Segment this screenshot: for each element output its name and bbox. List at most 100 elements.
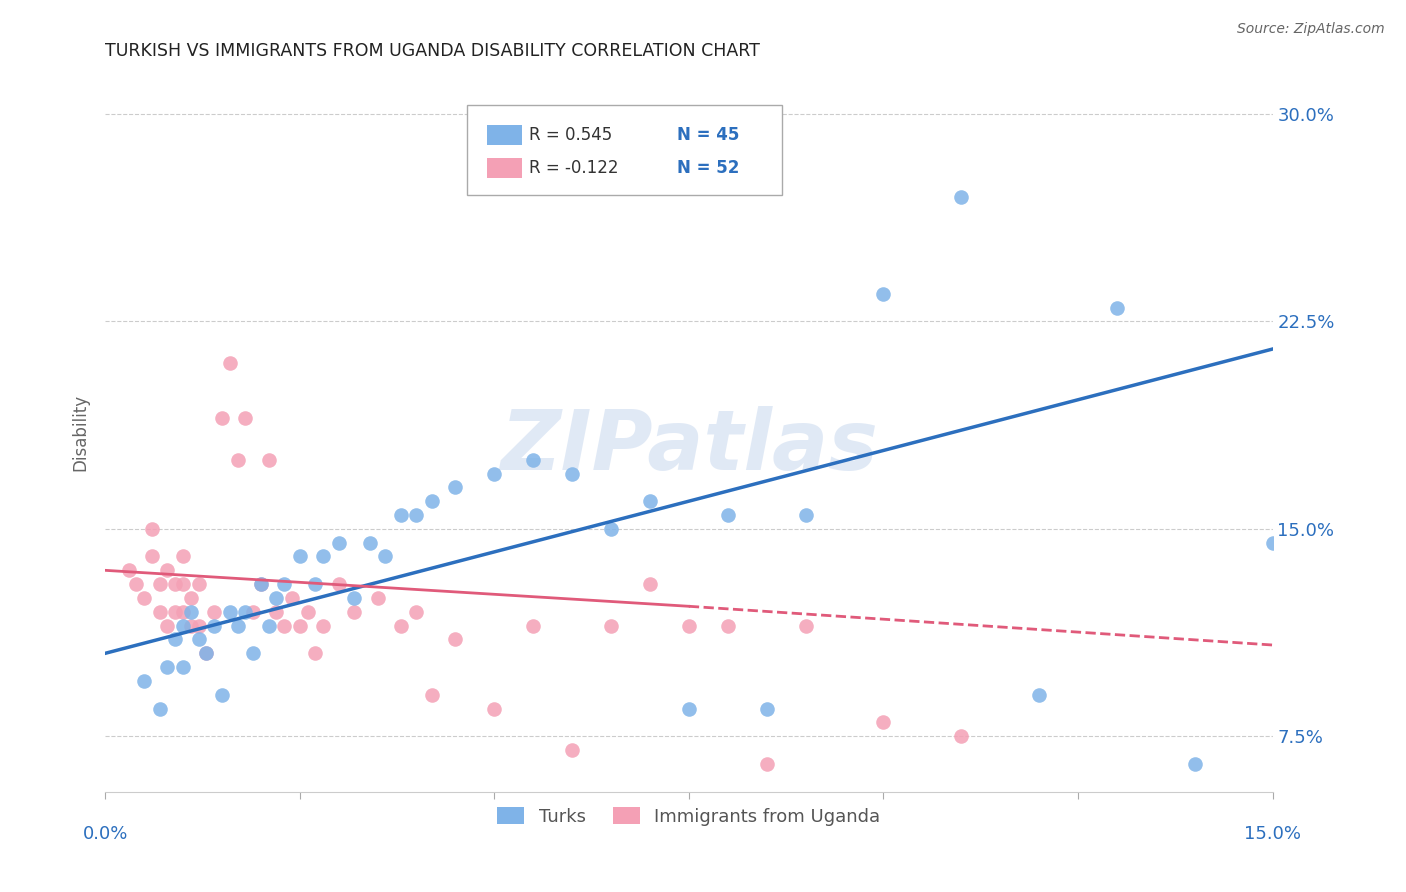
Point	[343, 605, 366, 619]
Point	[165, 632, 187, 647]
Point	[389, 618, 412, 632]
FancyBboxPatch shape	[467, 104, 782, 194]
Legend: Turks, Immigrants from Uganda: Turks, Immigrants from Uganda	[491, 800, 887, 833]
Point	[420, 688, 443, 702]
Point	[218, 605, 240, 619]
Point	[872, 715, 894, 730]
Point	[273, 577, 295, 591]
Point	[600, 618, 623, 632]
Point	[638, 577, 661, 591]
Point	[172, 577, 194, 591]
Point	[328, 577, 350, 591]
Text: N = 52: N = 52	[678, 159, 740, 177]
Point	[638, 494, 661, 508]
Point	[444, 632, 467, 647]
Point	[117, 563, 139, 577]
Text: N = 45: N = 45	[678, 126, 740, 144]
Point	[359, 535, 381, 549]
Text: TURKISH VS IMMIGRANTS FROM UGANDA DISABILITY CORRELATION CHART: TURKISH VS IMMIGRANTS FROM UGANDA DISABI…	[105, 42, 761, 60]
Point	[1028, 688, 1050, 702]
Point	[304, 646, 326, 660]
Point	[226, 618, 249, 632]
Point	[149, 605, 172, 619]
Point	[211, 411, 233, 425]
Point	[266, 591, 288, 605]
Point	[678, 701, 700, 715]
Point	[288, 618, 311, 632]
Point	[257, 618, 280, 632]
Point	[950, 729, 973, 743]
Point	[172, 549, 194, 564]
Point	[717, 618, 740, 632]
Point	[211, 688, 233, 702]
Point	[678, 618, 700, 632]
Point	[233, 605, 256, 619]
Point	[165, 577, 187, 591]
Point	[141, 522, 163, 536]
Point	[187, 632, 209, 647]
Point	[304, 577, 326, 591]
Point	[218, 356, 240, 370]
Point	[250, 577, 273, 591]
Point	[187, 577, 209, 591]
Point	[755, 701, 778, 715]
Point	[343, 591, 366, 605]
Point	[755, 756, 778, 771]
Point	[172, 605, 194, 619]
Text: R = -0.122: R = -0.122	[529, 159, 619, 177]
Point	[312, 549, 335, 564]
FancyBboxPatch shape	[486, 158, 522, 178]
Point	[195, 646, 218, 660]
Point	[328, 535, 350, 549]
Point	[156, 660, 179, 674]
Text: ZIPatlas: ZIPatlas	[501, 406, 877, 487]
Point	[312, 618, 335, 632]
Point	[405, 508, 427, 522]
Point	[156, 563, 179, 577]
Point	[125, 577, 148, 591]
Text: 0.0%: 0.0%	[83, 825, 128, 843]
Point	[389, 508, 412, 522]
Point	[950, 190, 973, 204]
Point	[281, 591, 304, 605]
Point	[484, 701, 506, 715]
Point	[141, 549, 163, 564]
Point	[484, 467, 506, 481]
Point	[233, 411, 256, 425]
Point	[1105, 301, 1128, 315]
Text: R = 0.545: R = 0.545	[529, 126, 612, 144]
Point	[273, 618, 295, 632]
Y-axis label: Disability: Disability	[72, 393, 89, 471]
Point	[794, 508, 817, 522]
Point	[522, 618, 544, 632]
Point	[172, 618, 194, 632]
Point	[149, 701, 172, 715]
Point	[202, 605, 225, 619]
Point	[1184, 756, 1206, 771]
Point	[266, 605, 288, 619]
Point	[600, 522, 623, 536]
Point	[561, 467, 583, 481]
Point	[288, 549, 311, 564]
Point	[522, 452, 544, 467]
Point	[717, 508, 740, 522]
Point	[172, 660, 194, 674]
Point	[134, 673, 156, 688]
Point	[872, 286, 894, 301]
FancyBboxPatch shape	[486, 125, 522, 145]
Point	[226, 452, 249, 467]
Point	[794, 618, 817, 632]
Point	[165, 605, 187, 619]
Point	[149, 577, 172, 591]
Point	[242, 646, 264, 660]
Point	[134, 591, 156, 605]
Point	[420, 494, 443, 508]
Point	[374, 549, 396, 564]
Point	[202, 618, 225, 632]
Point	[250, 577, 273, 591]
Point	[187, 618, 209, 632]
Point	[242, 605, 264, 619]
Point	[561, 743, 583, 757]
Point	[297, 605, 319, 619]
Point	[405, 605, 427, 619]
